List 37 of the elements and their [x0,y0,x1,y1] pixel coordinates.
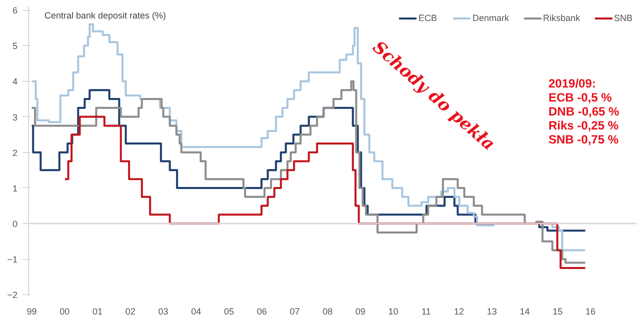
annotation: ECB -0,5 % [548,90,612,104]
x-tick-label: 13 [486,306,497,316]
x-tick-label: 06 [256,306,267,316]
annotation: Riks -0,25 % [548,118,619,132]
legend-label: Riksbank [542,13,580,23]
y-tick-label: −2 [7,290,18,300]
annotation: DNB -0,65 % [548,104,620,118]
legend-label: SNB [614,13,634,23]
legend-label: Denmark [472,13,509,23]
x-tick-label: 04 [191,306,202,316]
x-tick-label: 00 [60,306,70,316]
y-tick-label: −1 [7,254,18,265]
annotation: SNB -0,75 % [548,132,619,146]
annotation: 2019/09: [548,76,596,90]
y-tick-label: 6 [12,6,18,16]
x-tick-label: 10 [388,306,398,316]
x-tick-label: 01 [92,306,103,316]
x-tick-label: 07 [290,306,300,316]
x-tick-label: 99 [26,306,37,316]
x-tick-label: 03 [158,306,168,316]
chart-title: Central bank deposit rates (%) [44,10,166,20]
y-tick-label: 2 [12,148,18,158]
x-tick-label: 08 [322,306,333,316]
x-tick-label: 14 [520,306,530,316]
y-tick-label: 1 [12,183,18,194]
legend-label: ECB [418,13,438,23]
y-tick-label: 4 [12,76,18,87]
x-tick-label: 16 [585,306,596,316]
x-tick-label: 09 [355,306,366,316]
x-tick-label: 12 [454,306,464,316]
y-tick-label: 5 [12,41,18,52]
x-tick-label: 02 [125,306,136,316]
x-tick-label: 11 [421,306,431,316]
y-tick-label: 0 [12,219,18,230]
x-tick-label: 15 [552,306,563,316]
y-tick-label: 3 [12,112,18,122]
x-tick-label: 05 [224,306,234,316]
